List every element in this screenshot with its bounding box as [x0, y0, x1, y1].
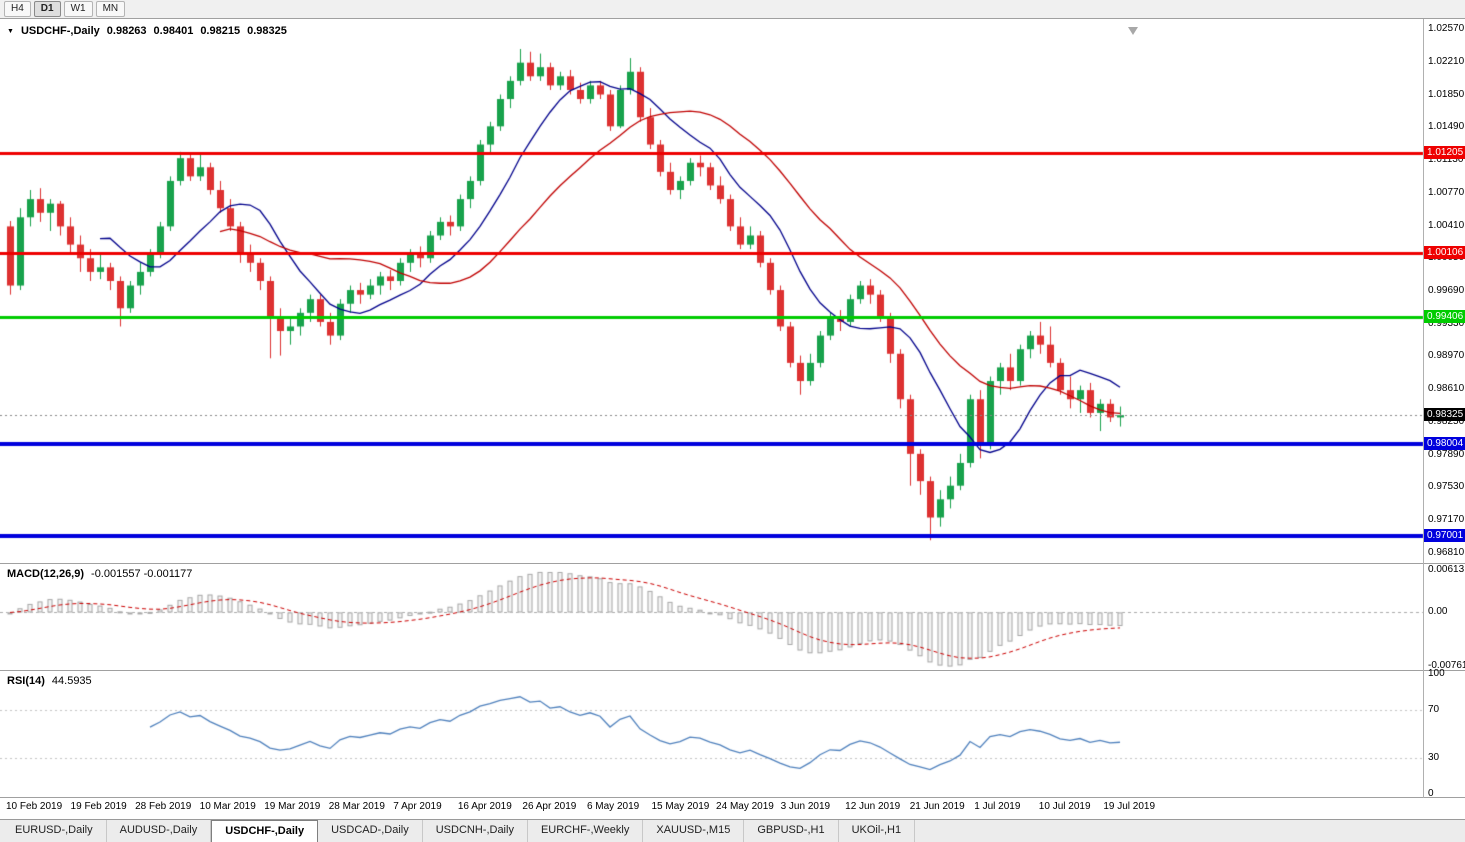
level-price-label: 0.97001 — [1424, 528, 1465, 542]
price-tick: 1.02210 — [1428, 55, 1465, 67]
price-tick: 1.00410 — [1428, 219, 1465, 231]
timeframe-button-h4[interactable]: H4 — [4, 1, 31, 17]
date-label: 19 Mar 2019 — [264, 801, 321, 812]
rsi-name: RSI(14) — [7, 675, 45, 687]
chart-tab-usdchf[interactable]: USDCHF-,Daily — [211, 820, 319, 842]
date-label: 7 Apr 2019 — [393, 801, 442, 812]
macd-tick: -0.00761 — [1428, 659, 1465, 671]
date-label: 21 Jun 2019 — [909, 801, 965, 812]
price-tick: 1.00770 — [1428, 186, 1465, 198]
chart-tab-gbpusd[interactable]: GBPUSD-,H1 — [744, 820, 839, 842]
timeframe-button-w1[interactable]: W1 — [63, 1, 93, 17]
level-price-label: 0.98004 — [1424, 437, 1465, 451]
chart-tab-eurchf[interactable]: EURCHF-,Weekly — [528, 820, 644, 842]
timeframe-toolbar: H4 D1 W1 MN — [0, 0, 1465, 19]
rsi-tick: 30 — [1428, 752, 1440, 763]
date-label: 6 May 2019 — [586, 801, 640, 812]
panel-separator[interactable] — [0, 797, 1465, 798]
price-tick: 0.98610 — [1428, 383, 1465, 395]
date-label: 26 Apr 2019 — [522, 801, 577, 812]
date-label: 28 Feb 2019 — [135, 801, 192, 812]
date-label: 3 Jun 2019 — [780, 801, 831, 812]
macd-tick: 0.00613 — [1428, 563, 1465, 575]
date-label: 10 Mar 2019 — [199, 801, 256, 812]
price-tick: 0.97170 — [1428, 514, 1465, 526]
price-tick: 0.99330 — [1428, 317, 1465, 329]
price-tick: 0.97530 — [1428, 481, 1465, 493]
macd-tick: 0.00 — [1428, 606, 1448, 618]
current-price-label: 0.98325 — [1424, 408, 1465, 422]
chart-tab-audusd[interactable]: AUDUSD-,Daily — [107, 820, 212, 842]
price-tick: 0.97890 — [1428, 448, 1465, 460]
chart-tab-eurusd[interactable]: EURUSD-,Daily — [2, 820, 107, 842]
ohlc-low: 0.98215 — [200, 25, 241, 37]
timeframe-button-d1[interactable]: D1 — [33, 1, 61, 17]
rsi-value: 44.5935 — [51, 675, 92, 687]
price-tick: 1.01850 — [1428, 88, 1465, 100]
level-price-label: 0.99406 — [1424, 309, 1465, 323]
panel-separator[interactable] — [0, 563, 1465, 564]
price-tick: 1.01130 — [1428, 154, 1464, 165]
timeframe-button-mn[interactable]: MN — [95, 1, 126, 17]
date-label: 12 Jun 2019 — [845, 801, 901, 812]
date-label: 24 May 2019 — [716, 801, 774, 812]
chart-tab-usdcad[interactable]: USDCAD-,Daily — [318, 820, 423, 842]
price-tick: 0.98250 — [1428, 415, 1465, 427]
date-label: 16 Apr 2019 — [457, 801, 512, 812]
chart-tab-xauusd[interactable]: XAUUSD-,M15 — [643, 820, 745, 842]
chart-symbol: USDCHF-,Daily — [20, 25, 100, 37]
price-tick: 1.01490 — [1428, 121, 1465, 133]
date-label: 19 Jul 2019 — [1103, 801, 1156, 812]
chart-title: ▼ USDCHF-,Daily 0.98263 0.98401 0.98215 … — [7, 25, 287, 37]
panel-separator[interactable] — [0, 670, 1465, 671]
time-scale[interactable]: 10 Feb 2019 19 Feb 2019 28 Feb 2019 10 Mar … — [0, 798, 1423, 818]
date-label: 28 Mar 2019 — [328, 801, 385, 812]
macd-values: -0.001557 -0.001177 — [91, 568, 193, 580]
rsi-tick: 100 — [1428, 668, 1445, 679]
date-label: 15 May 2019 — [651, 801, 710, 812]
chart-tab-ukoil[interactable]: UKOil-,H1 — [839, 820, 916, 842]
macd-label: MACD(12,26,9) -0.001557 -0.001177 — [7, 568, 192, 580]
price-tick: 0.96810 — [1428, 546, 1465, 558]
date-label: 19 Feb 2019 — [70, 801, 127, 812]
ohlc-high: 0.98401 — [153, 25, 194, 37]
ohlc-close: 0.98325 — [247, 25, 287, 37]
macd-name: MACD(12,26,9) — [7, 568, 85, 580]
price-tick: 1.02570 — [1428, 23, 1465, 34]
date-label: 10 Feb 2019 — [6, 801, 63, 812]
level-price-label: 1.00106 — [1424, 246, 1465, 260]
price-tick: 0.99690 — [1428, 285, 1465, 296]
date-label: 1 Jul 2019 — [974, 801, 1021, 812]
chart-tab-bar: EURUSD-,Daily AUDUSD-,Daily USDCHF-,Daily U… — [0, 819, 1465, 842]
rsi-tick: 0 — [1428, 788, 1434, 799]
rsi-label: RSI(14) 44.5935 — [7, 675, 92, 687]
chart-shift-marker-icon[interactable] — [1128, 27, 1138, 35]
chart-tab-usdcnh[interactable]: USDCNH-,Daily — [423, 820, 528, 842]
axis-divider — [1423, 19, 1424, 798]
price-tick: 0.98970 — [1428, 350, 1465, 362]
level-price-label: 1.01205 — [1424, 146, 1465, 160]
rsi-tick: 70 — [1428, 704, 1440, 715]
date-label: 10 Jul 2019 — [1038, 801, 1091, 812]
ohlc-open: 0.98263 — [106, 25, 147, 37]
symbol-dropdown-icon: ▼ — [7, 27, 14, 35]
